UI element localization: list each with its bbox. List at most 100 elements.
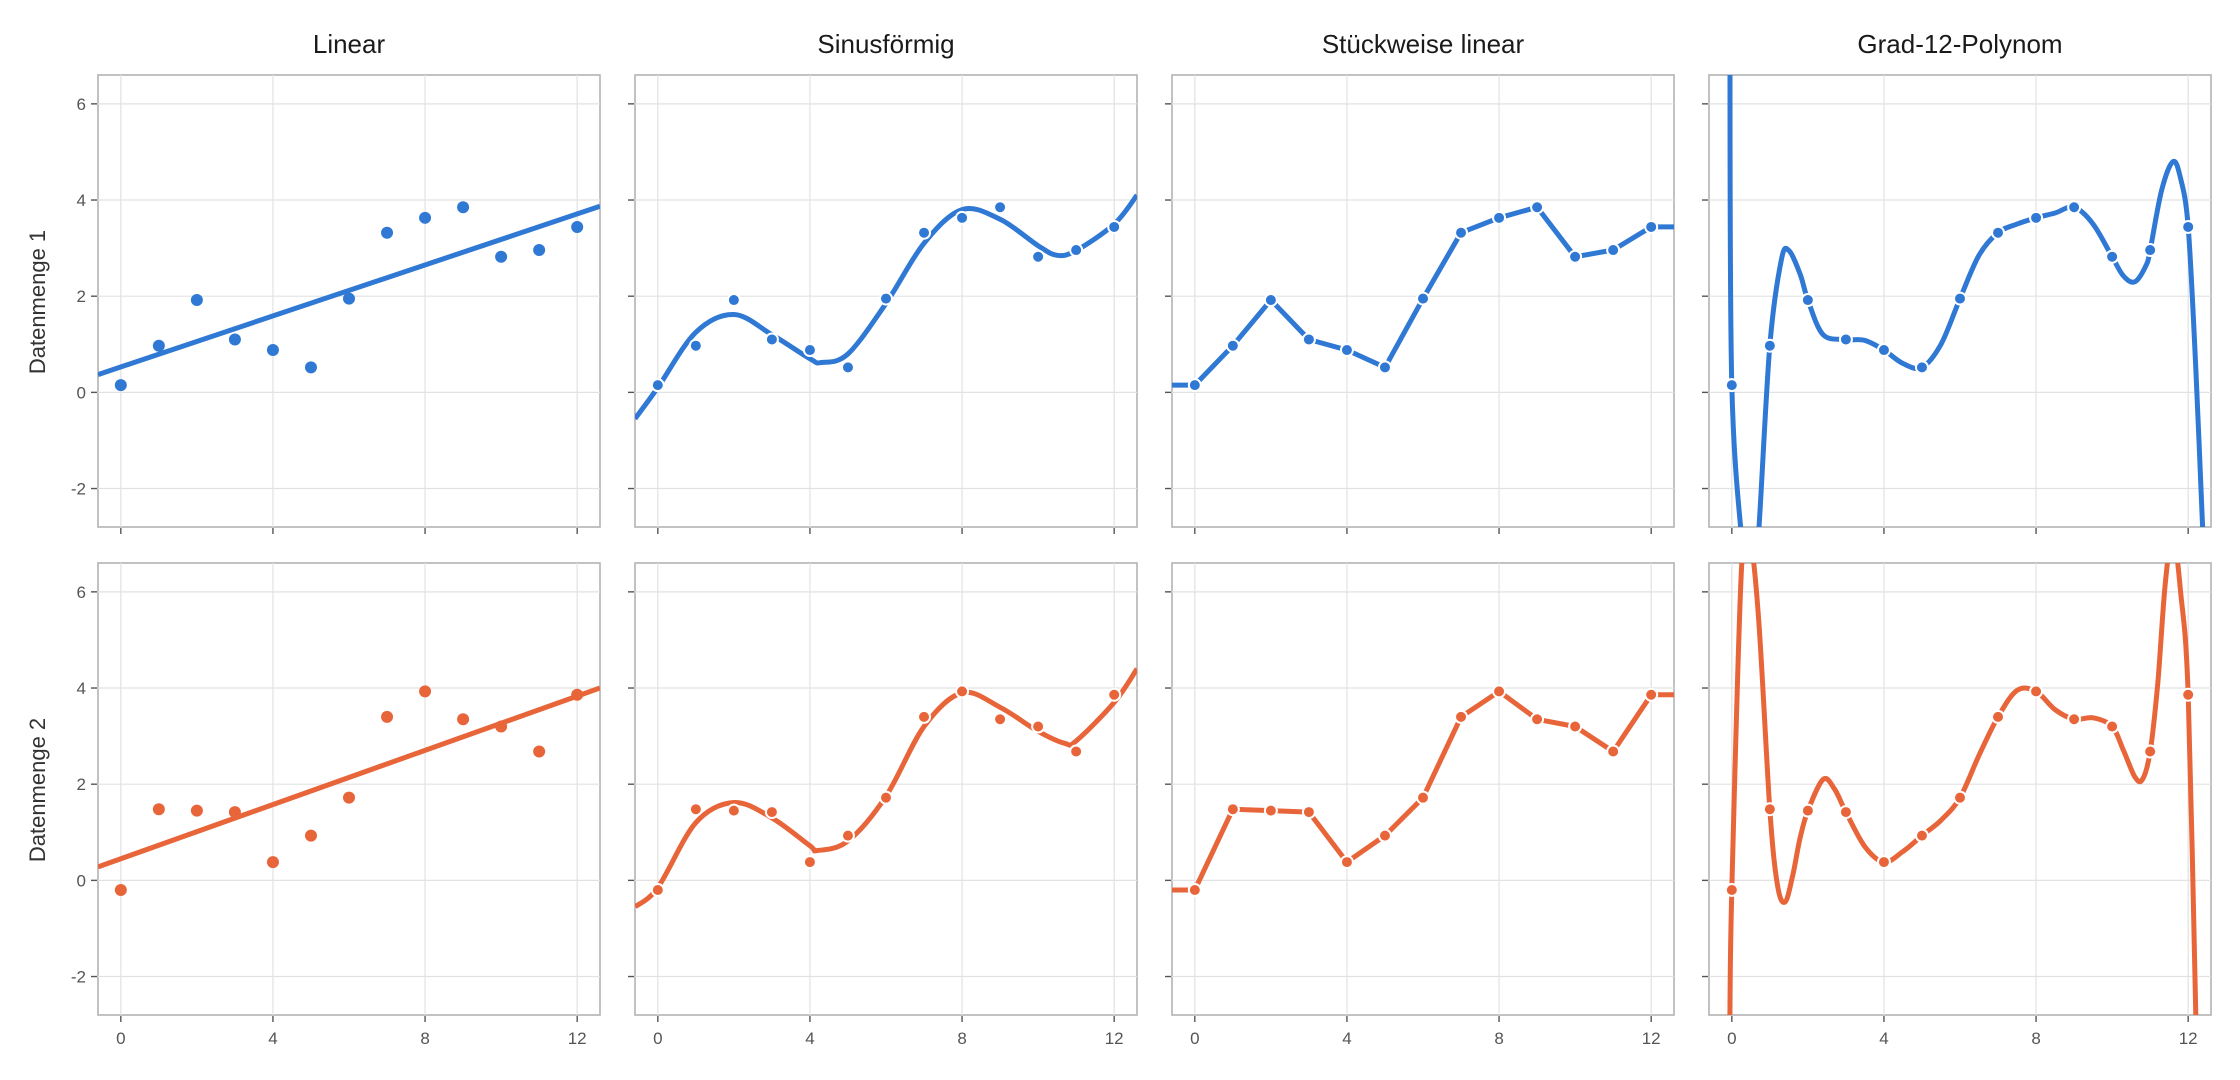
data-point	[1724, 378, 1739, 393]
data-point	[228, 333, 241, 346]
data-point	[726, 803, 741, 818]
data-point	[1416, 291, 1430, 306]
panel-linear-row-2: -2 0 2 4 6 0 4 8 12	[71, 562, 601, 1048]
column-title-sinusoidal: Sinusförmig	[817, 29, 954, 59]
column-title-piecewise-linear: Stückweise linear	[1322, 29, 1525, 59]
data-point	[2143, 744, 2158, 759]
data-point	[1991, 225, 2006, 240]
fit-line	[98, 685, 600, 870]
data-point	[764, 805, 779, 820]
data-point	[1876, 343, 1891, 358]
data-point	[1606, 243, 1621, 258]
data-point	[1644, 687, 1659, 702]
data-point	[1301, 332, 1316, 347]
y-tick-label: -2	[71, 968, 86, 987]
data-point	[304, 829, 317, 842]
y-tick-label: 0	[77, 383, 86, 402]
x-tick-label: 4	[1342, 1029, 1351, 1048]
data-point	[1838, 332, 1853, 347]
y-tick-label: -2	[71, 480, 86, 499]
panel-piecewise-linear-row-1	[1165, 74, 1675, 534]
x-tick-label: 4	[1879, 1029, 1888, 1048]
panel-linear-row-1: -2 0 2 4 6	[71, 74, 601, 534]
data-point	[1492, 210, 1507, 225]
data-point	[1991, 709, 2006, 724]
data-point	[1454, 709, 1469, 724]
data-point	[571, 688, 584, 701]
data-point	[1762, 338, 1777, 353]
column-title-degree-12-polynomial: Grad-12-Polynom	[1857, 29, 2062, 59]
data-point	[2181, 687, 2196, 702]
data-point	[152, 803, 165, 816]
data-point	[917, 225, 932, 240]
data-point	[1069, 744, 1084, 759]
data-point	[650, 882, 665, 897]
data-point	[1187, 378, 1202, 393]
x-tick-label: 12	[2179, 1029, 2198, 1048]
data-point	[955, 210, 970, 225]
data-point	[1107, 219, 1122, 234]
data-point	[2105, 249, 2120, 264]
panel-grid: -2 0 2 4 6 -2 0 2 4 6 0 4 8 12 0 4 8 12 0 4 8 12 0 4 8 12	[71, 74, 2212, 1048]
data-point	[1800, 803, 1815, 818]
panel-frame	[97, 562, 601, 1016]
x-tick-label: 12	[1642, 1029, 1661, 1048]
data-point	[1031, 249, 1046, 264]
x-tick-label: 8	[2031, 1029, 2040, 1048]
data-point	[1263, 293, 1278, 308]
data-point	[1762, 802, 1777, 817]
data-point	[1377, 828, 1392, 843]
data-point	[2067, 200, 2082, 215]
fit-line	[1727, 75, 2206, 527]
data-point	[802, 343, 817, 358]
y-tick-label: 0	[77, 871, 86, 890]
panel-frame	[1171, 562, 1675, 1016]
panel-frame	[634, 562, 1138, 1016]
data-point	[190, 804, 203, 817]
data-point	[840, 360, 855, 375]
fit-line	[98, 203, 600, 377]
data-point	[266, 344, 279, 357]
data-point	[1416, 790, 1430, 805]
data-point	[1953, 291, 1967, 306]
x-tick-label: 0	[653, 1029, 662, 1048]
data-point	[1225, 802, 1240, 817]
panel-frame	[1708, 562, 2212, 1016]
data-point	[917, 709, 932, 724]
data-point	[1568, 719, 1583, 734]
data-point	[802, 855, 817, 870]
data-point	[1187, 882, 1202, 897]
x-tick-label: 4	[805, 1029, 814, 1048]
panel-sinusoidal-row-1	[628, 74, 1138, 534]
data-point	[688, 338, 703, 353]
data-point	[495, 720, 508, 733]
data-point	[993, 200, 1008, 215]
x-tick-label: 0	[1727, 1029, 1736, 1048]
data-point	[650, 378, 665, 393]
fit-line	[1727, 563, 2199, 1015]
data-point	[381, 710, 394, 723]
data-point	[1606, 744, 1621, 759]
y-tick-label: 2	[77, 775, 86, 794]
data-point	[1031, 719, 1046, 734]
y-tick-label: 6	[77, 95, 86, 114]
data-point	[190, 294, 203, 307]
data-point	[764, 332, 779, 347]
panel-sinusoidal-row-2: 0 4 8 12	[628, 562, 1138, 1048]
data-point	[266, 856, 279, 869]
x-tick-label: 0	[116, 1029, 125, 1048]
data-point	[457, 713, 470, 726]
data-point	[114, 379, 127, 392]
y-tick-label: 2	[77, 287, 86, 306]
panel-poly12-row-1	[1702, 74, 2212, 534]
panel-piecewise-linear-row-2: 0 4 8 12	[1165, 562, 1675, 1048]
data-point	[840, 828, 855, 843]
data-point	[1800, 293, 1815, 308]
data-point	[343, 791, 355, 804]
data-point	[1568, 249, 1583, 264]
x-tick-label: 8	[1494, 1029, 1503, 1048]
data-point	[955, 684, 970, 699]
data-point	[304, 361, 317, 374]
data-point	[1107, 687, 1122, 702]
